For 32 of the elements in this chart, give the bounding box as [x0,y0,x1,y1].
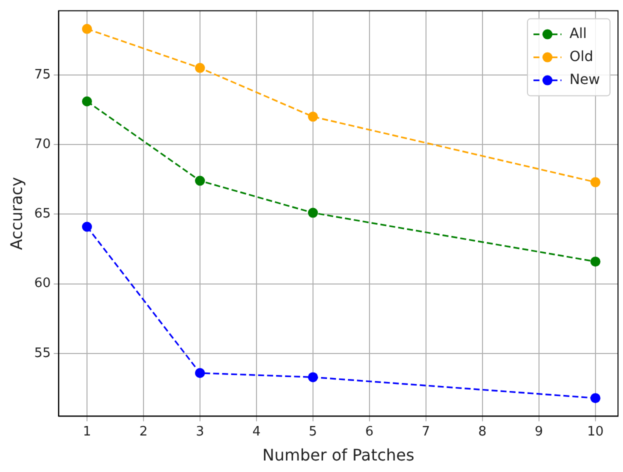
y-tick-label: 60 [34,276,51,292]
legend-label: All [569,26,587,42]
x-tick-label: 9 [534,424,544,440]
x-tick-label: 8 [478,424,487,440]
x-tick-label: 6 [365,424,374,440]
point [194,176,205,186]
y-axis-title: Accuracy [6,176,26,250]
y-tick-label: 70 [34,136,51,152]
y-tick-label: 65 [34,206,51,222]
point [308,112,318,122]
x-tick-label: 2 [139,424,148,440]
x-tick-label: 4 [252,424,261,440]
point [82,222,92,232]
y-tick-label: 55 [34,346,51,361]
x-tick-label: 5 [308,424,318,440]
point [194,62,205,73]
point [590,256,600,267]
x-tick-label: 7 [422,424,430,440]
point [82,96,92,106]
point [590,177,600,188]
y-tick-label: 75 [34,67,51,82]
x-tick-label: 3 [196,424,204,440]
point [308,208,318,218]
point [82,24,92,34]
x-tick-label: 10 [587,424,604,440]
x-tick-label: 1 [82,424,92,440]
legend-label: Old [569,48,594,65]
legend-label: New [569,72,600,88]
x-axis-title: Number of Patches [262,446,414,465]
point [590,393,600,404]
point [194,368,205,378]
point [308,372,318,382]
